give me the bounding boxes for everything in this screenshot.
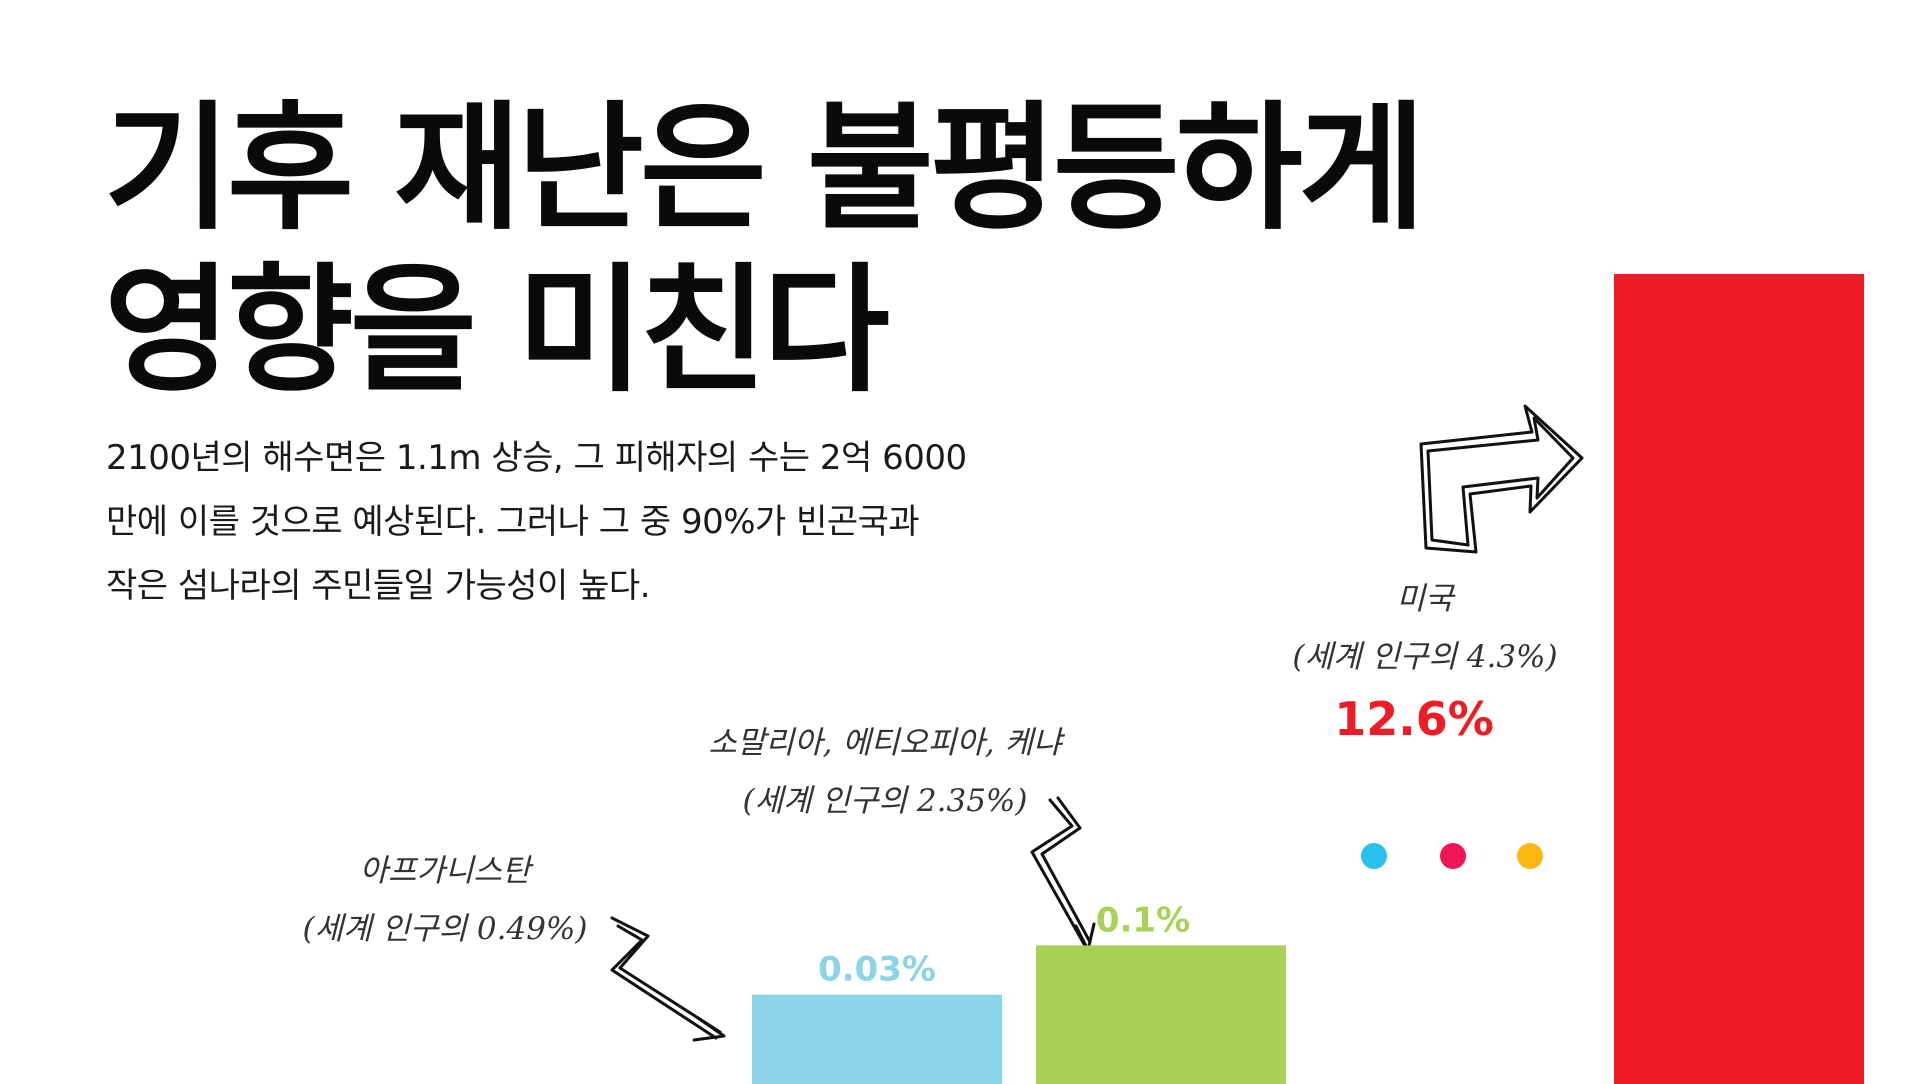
bar-value-label-1: 0.1% bbox=[1096, 900, 1190, 940]
description-line-3: 작은 섬나라의 주민들일 가능성이 높다. bbox=[106, 566, 651, 606]
annotation-africa-population: (세계 인구의 2.35%) bbox=[742, 783, 1028, 819]
description-line-1: 2100년의 해수면은 1.1m 상승, 그 피해자의 수는 2억 6000 bbox=[106, 438, 967, 478]
annotation-usa: 미국 (세계 인구의 4.3%) bbox=[1280, 570, 1570, 686]
title-line-2: 영향을 미친다 bbox=[104, 250, 890, 411]
bar-1 bbox=[1036, 945, 1286, 1084]
curved-arrow-icon bbox=[1419, 404, 1584, 554]
title-line-1: 기후 재난은 불평등하게 bbox=[104, 88, 1426, 249]
zigzag-arrow-icon bbox=[610, 916, 726, 1042]
description-line-2: 만에 이를 것으로 예상된다. 그러나 그 중 90%가 빈곤국과 bbox=[106, 502, 920, 542]
dot-blue bbox=[1361, 843, 1387, 869]
annotation-africa: 소말리아, 에티오피아, 케냐 (세계 인구의 2.35%) bbox=[685, 714, 1085, 830]
dot-yellow bbox=[1517, 843, 1543, 869]
annotation-africa-name: 소말리아, 에티오피아, 케냐 bbox=[708, 725, 1062, 761]
page-title: 기후 재난은 불평등하게 영향을 미친다 bbox=[104, 88, 1426, 412]
zigzag-arrow-icon bbox=[1030, 796, 1096, 952]
bar-2 bbox=[1614, 274, 1864, 1084]
annotation-afghanistan-population: (세계 인구의 0.49%) bbox=[302, 911, 588, 947]
bar-0 bbox=[752, 994, 1002, 1084]
bar-value-label-0: 0.03% bbox=[818, 950, 936, 990]
bar-value-label-2: 12.6% bbox=[1334, 692, 1494, 746]
annotation-afghanistan-name: 아프가니스탄 bbox=[359, 853, 531, 889]
annotation-usa-name: 미국 bbox=[1396, 581, 1454, 617]
description: 2100년의 해수면은 1.1m 상승, 그 피해자의 수는 2억 6000 만… bbox=[106, 426, 1086, 618]
dot-red bbox=[1440, 843, 1466, 869]
annotation-afghanistan: 아프가니스탄 (세계 인구의 0.49%) bbox=[300, 842, 590, 958]
annotation-usa-population: (세계 인구의 4.3%) bbox=[1292, 639, 1558, 675]
